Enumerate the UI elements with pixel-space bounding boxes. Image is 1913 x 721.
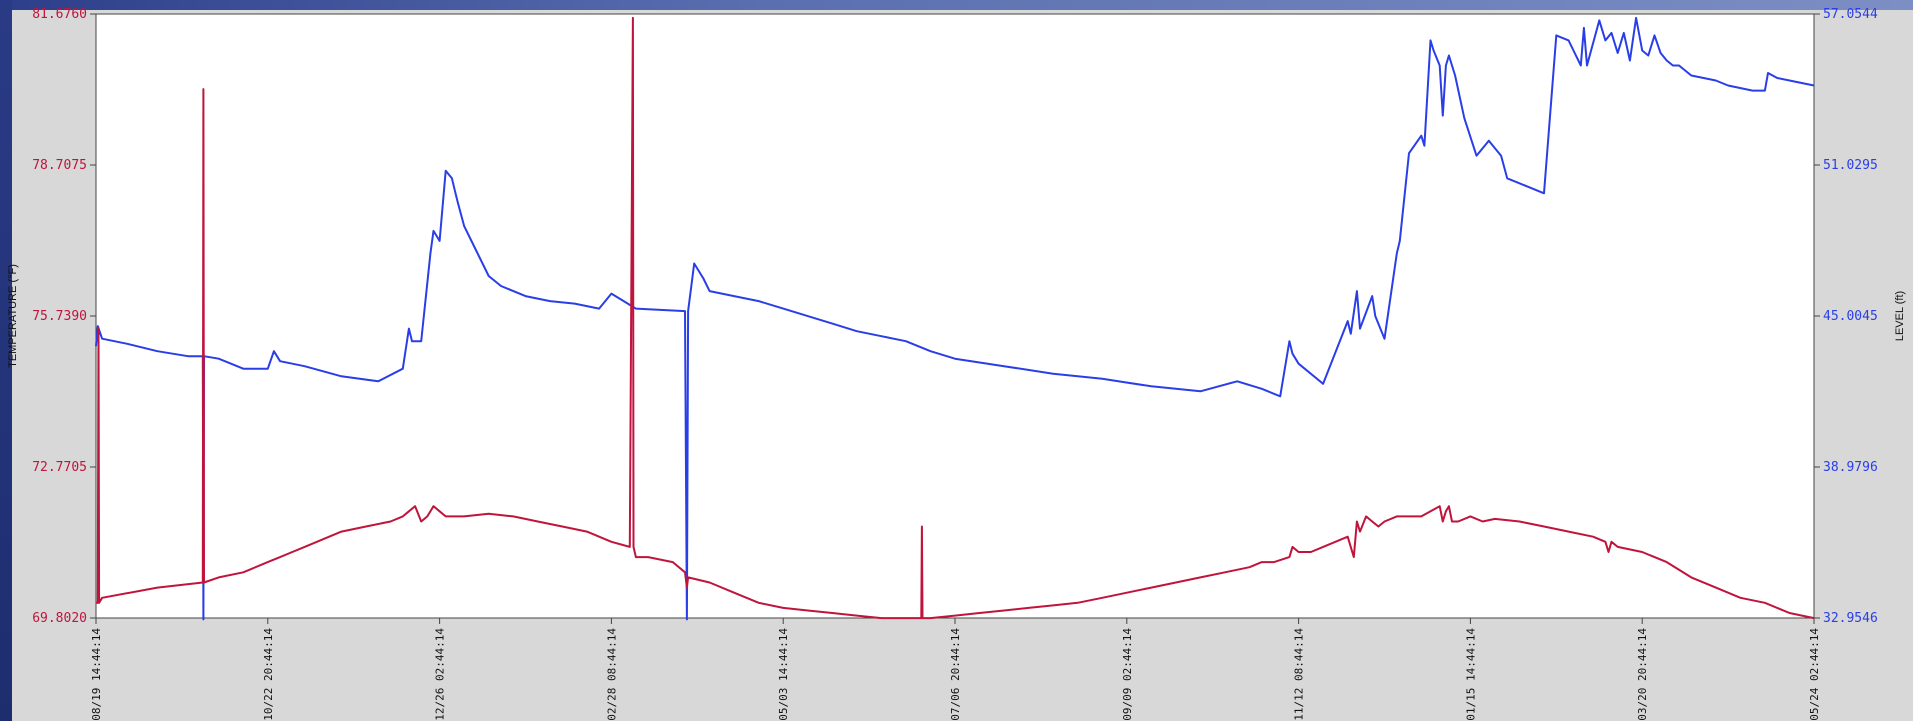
temperature-series-line (96, 16, 1815, 620)
left-axis-tick-label: 72.7705 (32, 460, 87, 475)
right-axis-tick-label: 38.9796 (1823, 460, 1878, 475)
x-axis-tick-label: 12/26 02:44:14 (434, 628, 447, 721)
left-axis-tick-label: 75.7390 (32, 309, 87, 324)
window-edge (0, 0, 12, 721)
right-axis-tick-label: 57.0544 (1823, 7, 1878, 22)
x-axis-tick-label: 05/24 02:44:14 (1808, 628, 1821, 721)
x-axis-tick-label: 01/15 14:44:14 (1464, 628, 1477, 721)
x-axis-tick-label: 03/20 20:44:14 (1636, 628, 1649, 721)
left-axis-tick-label: 78.7075 (32, 158, 87, 173)
x-axis-tick-label: 07/06 20:44:14 (949, 628, 962, 721)
plot-area (95, 13, 1815, 619)
left-axis-tick-label: 69.8020 (32, 611, 87, 626)
x-axis-tick-label: 02/28 08:44:14 (605, 628, 618, 721)
x-axis-tick-label: 08/19 14:44:14 (90, 628, 103, 721)
x-axis-tick-label: 11/12 08:44:14 (1293, 628, 1306, 721)
level-series-line (95, 16, 1815, 621)
right-axis-title: LEVEL (ft) (1894, 291, 1906, 341)
right-axis-tick-label: 45.0045 (1823, 309, 1878, 324)
x-axis-tick-label: 05/03 14:44:14 (777, 628, 790, 721)
right-axis-tick-label: 32.9546 (1823, 611, 1878, 626)
left-axis-title: TEMPERATURE (°F) (7, 264, 19, 368)
x-axis-tick-label: 10/22 20:44:14 (262, 628, 275, 721)
left-axis-tick-label: 81.6760 (32, 7, 87, 22)
right-axis-tick-label: 51.0295 (1823, 158, 1878, 173)
x-axis-tick-label: 09/09 02:44:14 (1121, 628, 1134, 721)
